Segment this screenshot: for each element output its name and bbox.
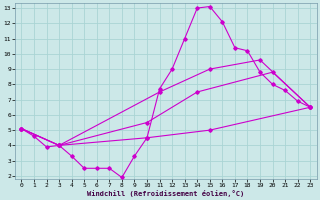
X-axis label: Windchill (Refroidissement éolien,°C): Windchill (Refroidissement éolien,°C) [87,190,244,197]
